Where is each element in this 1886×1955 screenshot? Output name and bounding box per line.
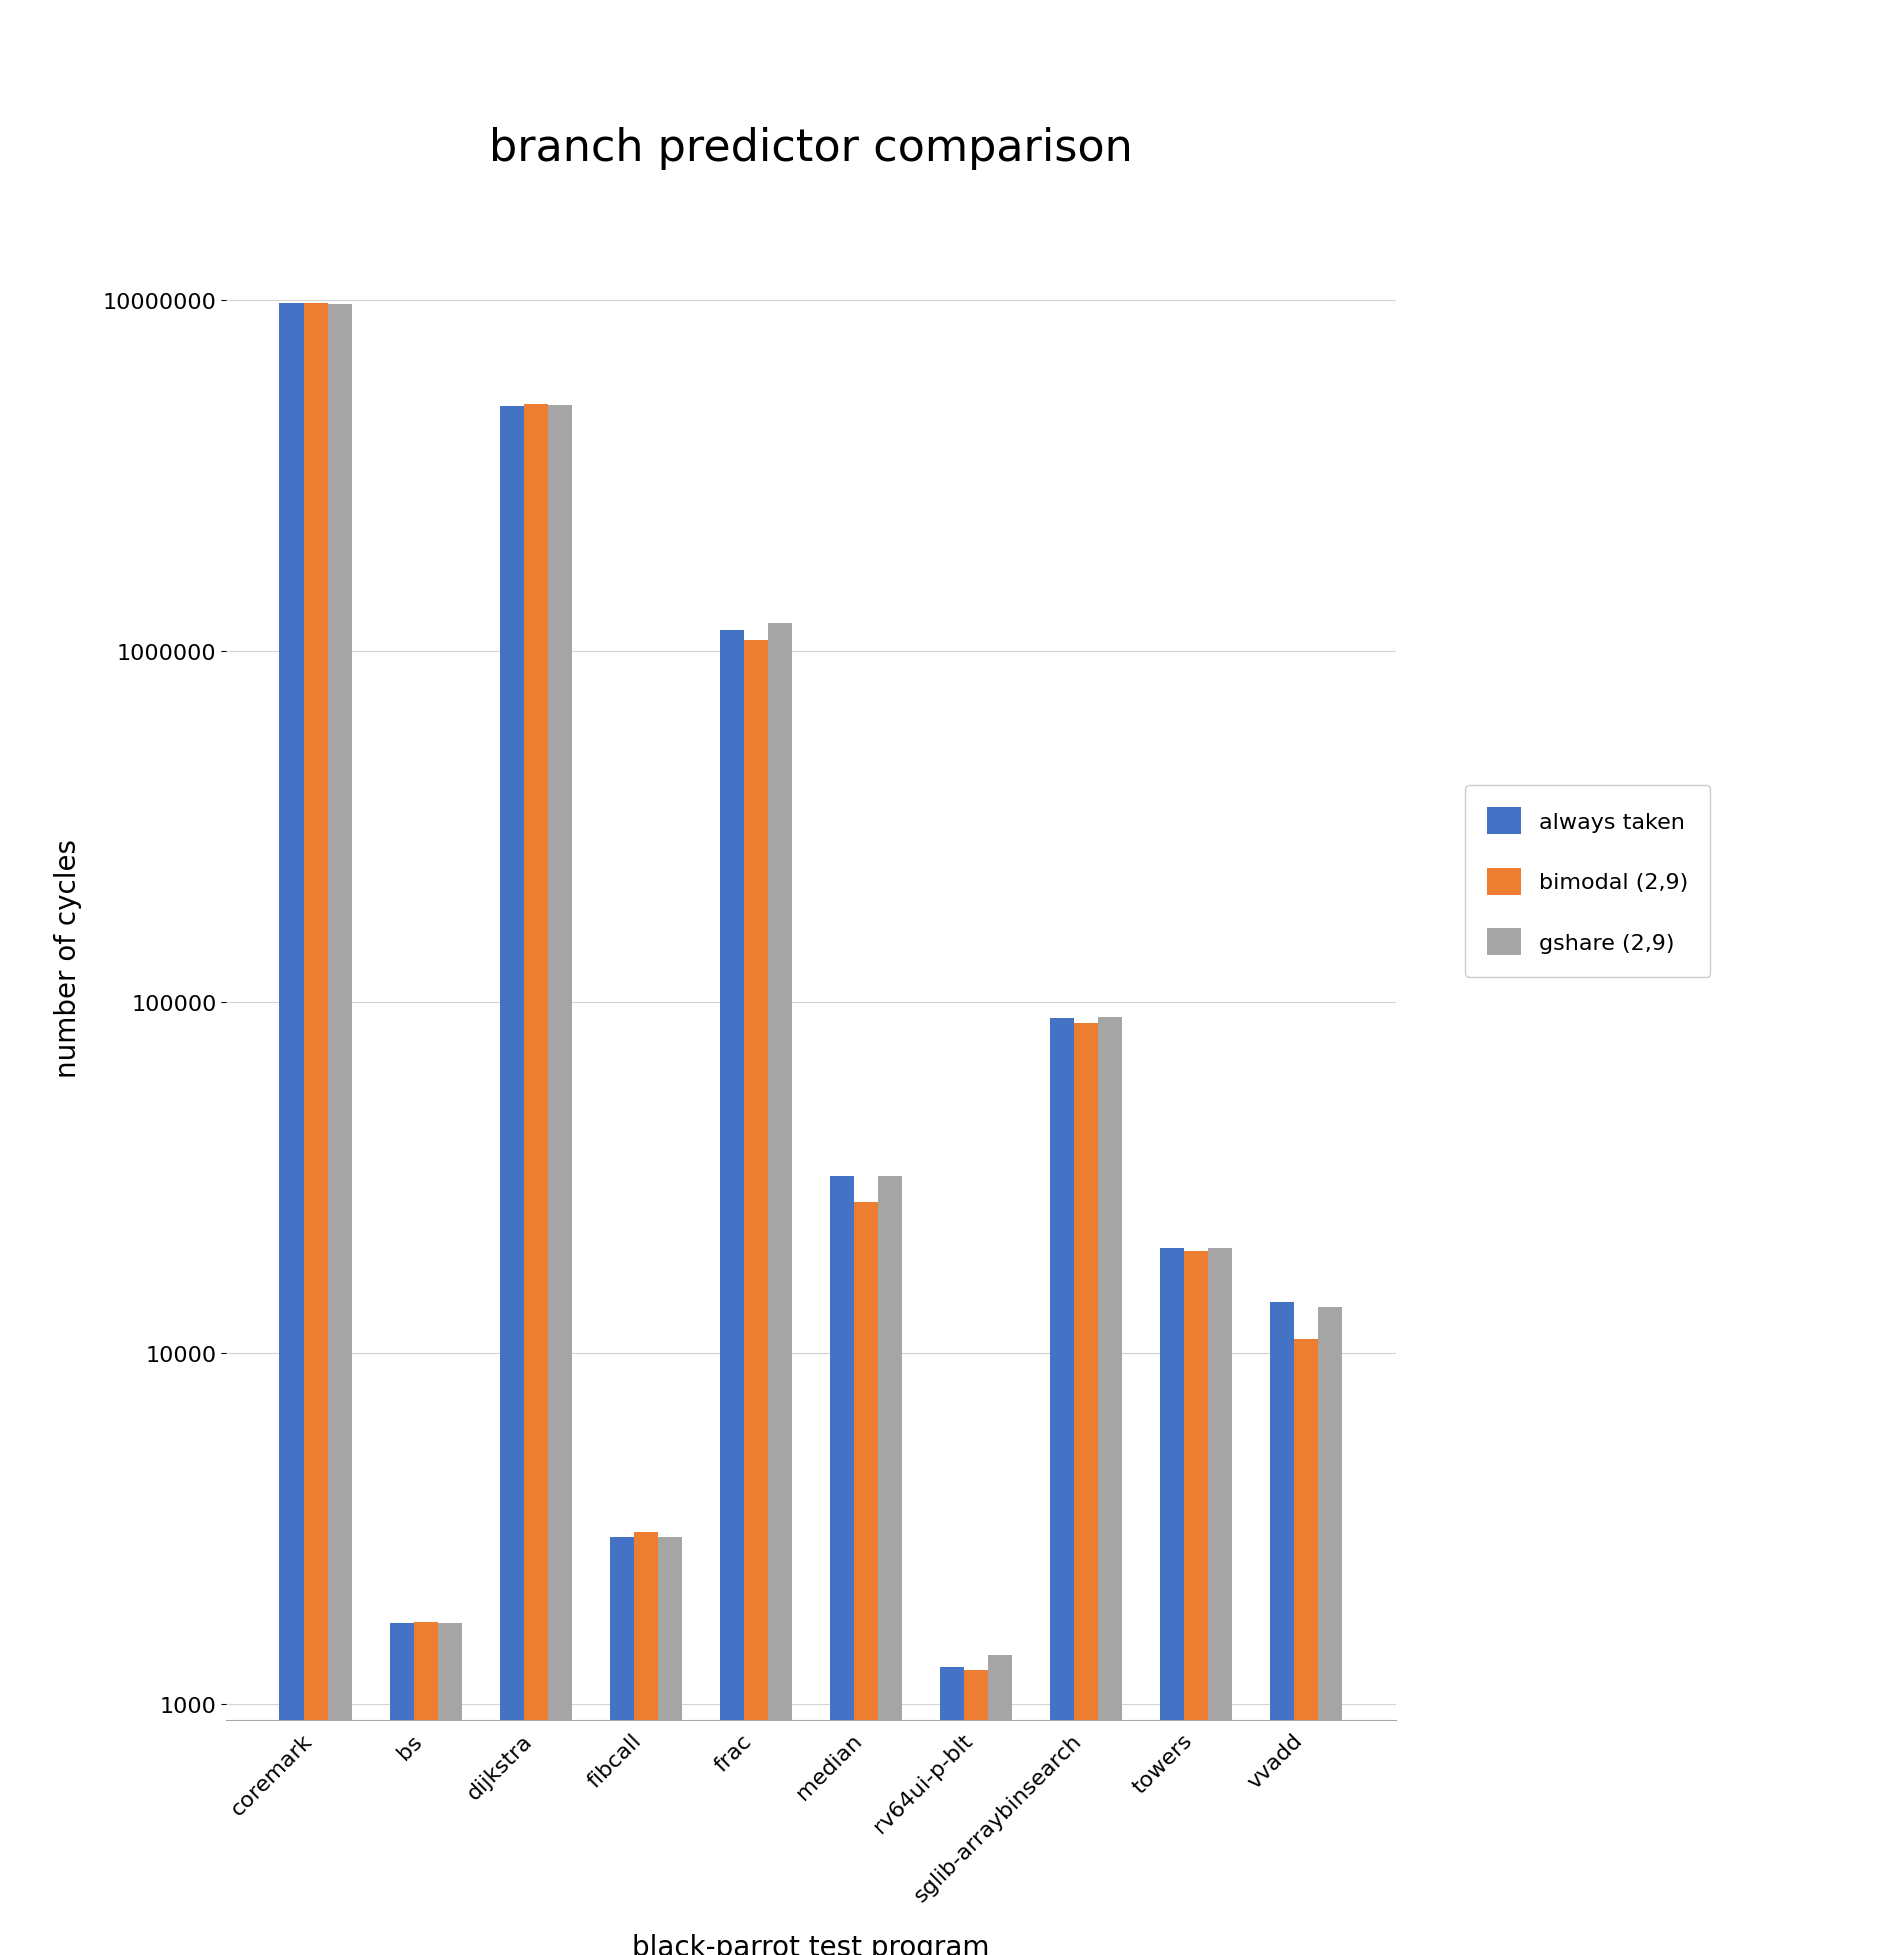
Bar [500,407,524,1955]
Bar [964,1670,988,1955]
Bar [1073,1024,1098,1955]
Bar [328,305,353,1955]
Bar [830,1177,854,1955]
Bar [413,1623,438,1955]
Bar [988,1656,1013,1955]
Bar [939,1668,964,1955]
Bar [879,1177,902,1955]
Bar [304,303,328,1955]
X-axis label: black-parrot test program: black-parrot test program [632,1933,990,1955]
Title: branch predictor comparison: branch predictor comparison [488,127,1133,170]
Bar [1318,1308,1343,1955]
Bar [1209,1247,1232,1955]
Bar [524,405,549,1955]
Y-axis label: number of cycles: number of cycles [55,839,81,1077]
Bar [1160,1247,1184,1955]
Bar [768,624,792,1955]
Bar [658,1537,683,1955]
Bar [609,1537,634,1955]
Bar [854,1202,879,1955]
Bar [1098,1017,1122,1955]
Bar [1184,1251,1209,1955]
Bar [634,1533,658,1955]
Bar [1051,1019,1073,1955]
Bar [720,631,743,1955]
Bar [438,1623,462,1955]
Bar [1269,1302,1294,1955]
Bar [743,639,768,1955]
Legend: always taken, bimodal (2,9), gshare (2,9): always taken, bimodal (2,9), gshare (2,9… [1465,786,1711,978]
Bar [549,407,571,1955]
Bar [390,1623,413,1955]
Bar [279,305,304,1955]
Bar [1294,1339,1318,1955]
